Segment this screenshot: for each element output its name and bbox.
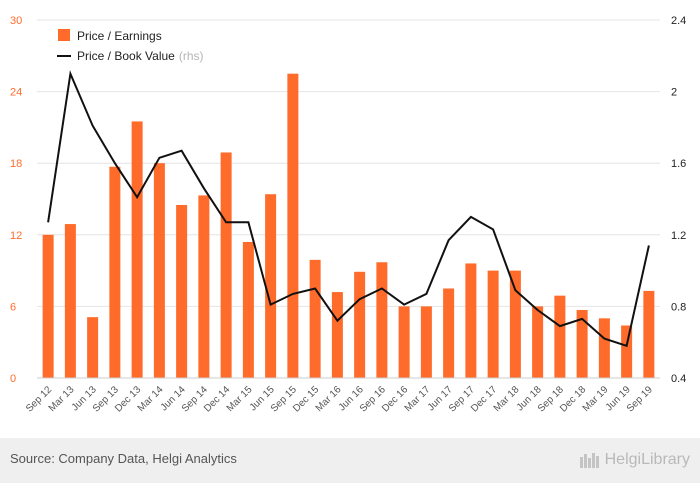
left-tick-label: 24 xyxy=(10,87,22,99)
bar-pe xyxy=(153,163,165,378)
bar-pe xyxy=(198,195,210,378)
bar-pe xyxy=(87,317,99,378)
left-tick-label: 30 xyxy=(10,15,22,27)
legend-swatch-pe xyxy=(58,29,70,41)
bar-pe xyxy=(420,306,432,378)
bar-pe xyxy=(64,224,76,378)
bar-pe xyxy=(242,241,254,378)
left-tick-label: 12 xyxy=(10,230,22,242)
x-tick-label: Mar 13 xyxy=(47,384,77,414)
legend-label-pb-suffix: (rhs) xyxy=(179,49,204,63)
bar-pe xyxy=(354,271,366,378)
bar-pe xyxy=(598,318,610,378)
bar-pe xyxy=(576,309,588,378)
x-tick-label: Mar 18 xyxy=(492,384,522,414)
left-tick-label: 0 xyxy=(10,373,16,385)
x-tick-label: Mar 17 xyxy=(403,384,433,414)
bar-pe xyxy=(487,270,499,378)
bar-pe xyxy=(309,259,321,378)
bar-pe xyxy=(265,194,277,378)
x-tick-label: Mar 16 xyxy=(314,384,344,414)
bar-pe xyxy=(509,270,521,378)
legend: Price / Earnings Price / Book Value (rhs) xyxy=(57,29,204,63)
legend-label-pe: Price / Earnings xyxy=(77,29,162,43)
bar-pe xyxy=(398,306,410,378)
bar-pe xyxy=(109,166,121,378)
bar-pe xyxy=(532,306,544,378)
left-axis: 0 6 12 18 24 30 xyxy=(10,15,22,385)
right-axis: 0.4 0.8 1.2 1.6 2 2.4 xyxy=(671,15,686,385)
line-pb xyxy=(47,70,650,348)
x-tick-label: Mar 19 xyxy=(581,384,611,414)
bar-pe xyxy=(465,263,477,378)
x-tick-label: Sep 19 xyxy=(625,384,655,414)
brand-logo: HelgiLibrary xyxy=(579,448,690,472)
bar-pe xyxy=(554,295,566,378)
right-tick-label: 0.4 xyxy=(671,373,686,385)
bar-pe xyxy=(376,262,388,378)
bar-pe xyxy=(643,290,655,378)
bar-pe xyxy=(42,234,54,378)
x-tick-label: Mar 14 xyxy=(136,384,166,414)
left-tick-label: 18 xyxy=(10,158,22,170)
right-tick-label: 0.8 xyxy=(671,301,686,313)
bar-pe xyxy=(287,73,299,378)
brand-name: HelgiLibrary xyxy=(604,451,690,468)
right-tick-label: 2.4 xyxy=(671,15,686,27)
bar-series xyxy=(42,73,655,378)
bar-pe xyxy=(443,288,455,378)
bar-pe xyxy=(131,121,143,378)
source-note: Source: Company Data, Helgi Analytics xyxy=(10,451,237,466)
footer: Source: Company Data, Helgi Analytics He… xyxy=(0,438,700,483)
bar-pe xyxy=(331,292,343,378)
bar-pe xyxy=(621,325,633,378)
bar-pe xyxy=(176,204,188,378)
legend-label-pb-name: Price / Book Value xyxy=(77,49,175,63)
right-tick-label: 1.2 xyxy=(671,230,686,242)
right-tick-label: 1.6 xyxy=(671,158,686,170)
left-tick-label: 6 xyxy=(10,301,16,313)
bar-pe xyxy=(220,152,232,378)
library-icon xyxy=(579,453,599,468)
x-tick-label: Mar 15 xyxy=(225,384,255,414)
line-series xyxy=(47,70,650,348)
legend-label-pb: Price / Book Value (rhs) xyxy=(77,49,204,63)
right-tick-label: 2 xyxy=(671,87,677,99)
